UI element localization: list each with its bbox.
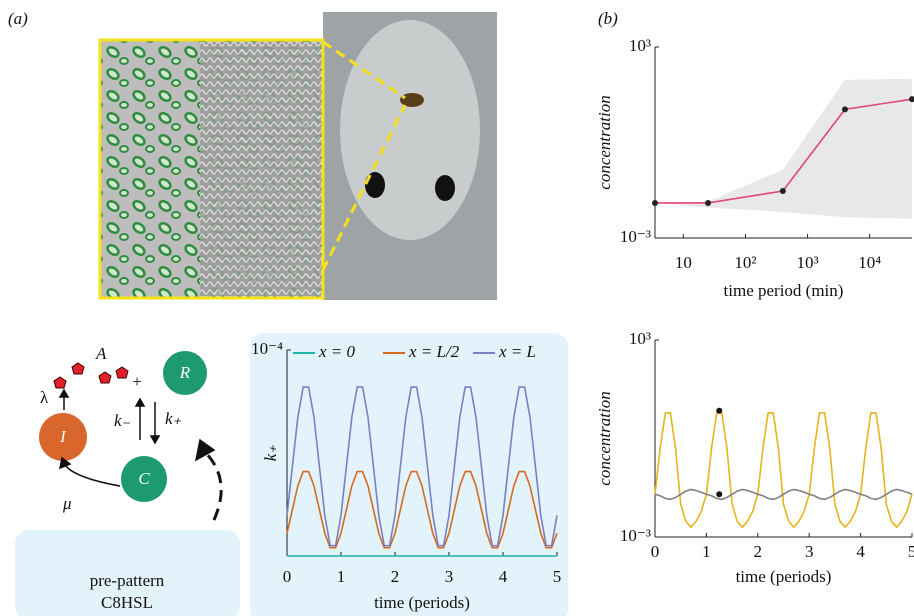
- squid-eye: [365, 172, 385, 198]
- x-axis-label: time (periods): [374, 593, 470, 612]
- node-I: [39, 413, 87, 461]
- range-band: [655, 78, 912, 219]
- y-axis-label: k₊: [261, 445, 280, 462]
- node-R: [163, 351, 207, 395]
- rate-label: λ: [40, 388, 49, 407]
- x-tick-label: 3: [445, 567, 454, 586]
- legend-label: x = 0: [318, 342, 356, 361]
- legend-label: x = L: [498, 342, 536, 361]
- data-point: [909, 96, 914, 103]
- x-tick-label: 3: [805, 542, 814, 561]
- node-label: R: [179, 363, 191, 382]
- panel-label: (a): [8, 9, 28, 28]
- panel-label: (b): [598, 9, 618, 28]
- y-axis-label: concentration: [595, 95, 614, 189]
- data-line: [654, 488, 913, 501]
- data-point: [705, 199, 712, 206]
- molecule-label: A: [95, 344, 107, 363]
- data-line: [286, 386, 558, 547]
- data-line: [286, 470, 558, 549]
- node-label: C: [138, 469, 150, 488]
- box-text: C8HSL: [101, 593, 153, 612]
- x-tick-label: 0: [651, 542, 660, 561]
- y-tick-label: 10³: [629, 329, 651, 348]
- node-label: I: [59, 427, 67, 446]
- data-point: [716, 407, 723, 414]
- x-tick-label: 1: [337, 567, 346, 586]
- x-tick-label: 2: [391, 567, 400, 586]
- x-tick-label: 2: [754, 542, 763, 561]
- rate-label: μ: [62, 494, 72, 513]
- y-tick-label: 10⁻³: [620, 227, 651, 246]
- box-text: pre-pattern: [90, 571, 165, 590]
- squid-eye: [435, 175, 455, 201]
- data-point: [779, 187, 786, 194]
- plus: +: [132, 372, 142, 391]
- data-point: [716, 491, 723, 498]
- x-tick-label: 4: [856, 542, 865, 561]
- x-tick-label: 10: [675, 253, 692, 272]
- x-tick-label: 1: [702, 542, 711, 561]
- legend-label: x = L/2: [408, 342, 460, 361]
- x-tick-label: 0: [283, 567, 292, 586]
- x-axis-label: time period (min): [724, 281, 844, 300]
- rate-label: k₋: [114, 411, 131, 430]
- x-tick-label: 5: [553, 567, 562, 586]
- y-tick-label: 10³: [629, 36, 651, 55]
- arrows: [58, 388, 223, 521]
- y-axis-label: concentration: [595, 391, 614, 485]
- data-point: [841, 106, 848, 113]
- prepattern-box: [15, 530, 240, 616]
- x-axis-label: time (periods): [736, 567, 832, 586]
- data-line: [654, 412, 913, 529]
- tissue: [200, 42, 321, 296]
- y-tick-label: 10⁻³: [620, 526, 651, 545]
- x-tick-label: 5: [908, 542, 914, 561]
- node-C: [121, 456, 167, 502]
- zoom-line: [321, 104, 407, 271]
- data-point: [652, 199, 658, 206]
- x-tick-label: 10⁴: [858, 253, 881, 272]
- light-organ: [400, 93, 424, 107]
- chart-background: [250, 333, 568, 616]
- x-tick-label: 4: [499, 567, 508, 586]
- zoom-line: [322, 40, 406, 100]
- y-tick-label: 10⁻⁴: [251, 339, 283, 358]
- x-tick-label: 10³: [797, 253, 819, 272]
- x-tick-label: 10²: [734, 253, 756, 272]
- rate-label: k₊: [165, 409, 182, 428]
- squid-body: [340, 20, 480, 240]
